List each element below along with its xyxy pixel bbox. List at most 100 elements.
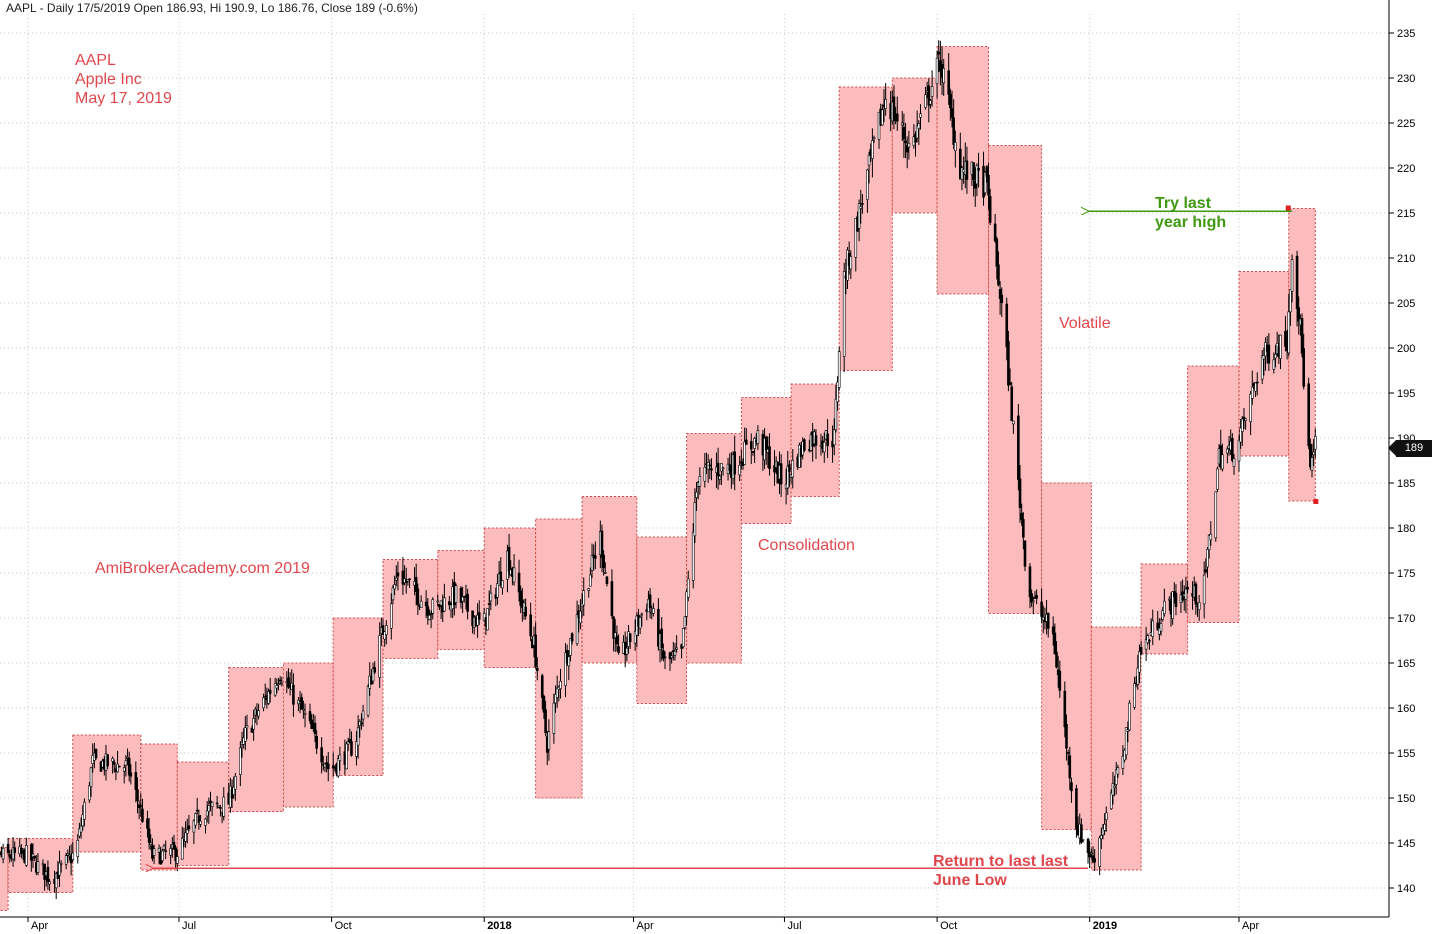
candle-body (1144, 639, 1148, 650)
candle-body (590, 555, 594, 571)
candle-body (1098, 837, 1101, 867)
candle-body (338, 754, 342, 761)
candle-body (136, 789, 139, 802)
candle-body (482, 612, 486, 622)
candle-body (1023, 540, 1027, 567)
candle-body (1267, 344, 1271, 364)
candle-body (547, 731, 551, 750)
candle-body (1000, 294, 1004, 304)
candle-body (603, 572, 607, 574)
candle-body (617, 646, 620, 653)
candle-body (1124, 727, 1128, 756)
candle-body (773, 465, 776, 473)
range-box (7, 838, 74, 893)
x-tick-label: Apr (31, 920, 48, 932)
candle-body (257, 710, 260, 717)
candle-body (1022, 519, 1025, 538)
candle-body (954, 142, 957, 151)
candle-body (695, 491, 698, 498)
candle-body (59, 863, 63, 865)
candle-body (215, 802, 219, 805)
candle-body (76, 839, 80, 857)
candle-body (756, 430, 760, 444)
candle-body (988, 195, 992, 223)
candle-body (1012, 420, 1015, 425)
y-tick-label: 215 (1397, 208, 1415, 220)
y-tick-label: 200 (1397, 343, 1415, 355)
candle-body (552, 702, 556, 734)
candle-body (877, 111, 881, 140)
candle-body (927, 85, 931, 106)
candle-body (1030, 593, 1033, 603)
candle-body (174, 847, 177, 862)
candle-body (345, 743, 348, 770)
candle-body (1232, 458, 1236, 467)
candle-body (1249, 393, 1252, 422)
candle-body (849, 256, 853, 270)
candle-body (71, 852, 75, 860)
candle-body (924, 94, 927, 108)
candle-body (501, 580, 504, 589)
y-tick-label: 180 (1397, 523, 1415, 535)
candle-body (834, 398, 838, 431)
candle-body (31, 853, 35, 858)
candle-body (134, 772, 138, 790)
candle-body (89, 767, 93, 787)
candle-body (194, 813, 197, 826)
candle-body (64, 855, 68, 865)
candle-body (949, 93, 952, 109)
candle-body (786, 466, 790, 489)
candle-body (204, 818, 207, 826)
candle-body (239, 747, 242, 775)
candle-body (587, 588, 591, 591)
candle-body (1090, 852, 1093, 855)
candle-body (1168, 598, 1171, 601)
range-box (988, 145, 1043, 614)
candle-body (58, 862, 61, 876)
candle-body (487, 603, 491, 605)
candle-body (881, 109, 884, 126)
candle-body (1194, 583, 1198, 605)
range-box (535, 518, 583, 799)
candle-body (1171, 591, 1174, 619)
candle-body (1207, 535, 1211, 550)
y-tick-label: 220 (1397, 163, 1415, 175)
candle-body (81, 814, 85, 827)
candle-body (326, 763, 330, 770)
candle-body (983, 171, 987, 194)
x-tick-label: Oct (335, 920, 352, 932)
candle-body (720, 463, 723, 472)
candle-body (779, 463, 783, 485)
candle-body (439, 600, 443, 606)
candle-body (1104, 812, 1108, 820)
x-tick-label: Oct (940, 920, 957, 932)
candle-body (185, 829, 189, 834)
candle-body (152, 848, 156, 856)
candle-body (383, 631, 386, 640)
candle-body (11, 847, 15, 860)
candle-body (419, 600, 423, 608)
candle-body (1075, 788, 1078, 830)
candle-body (489, 592, 493, 602)
candle-body (814, 435, 818, 446)
candle-body (192, 820, 196, 833)
candle-body (1093, 858, 1096, 863)
candle-body (292, 684, 295, 705)
candle-body (1239, 427, 1242, 443)
candle-body (1244, 418, 1247, 421)
consolidation-label: Consolidation (758, 537, 855, 554)
candle-body (1254, 382, 1257, 392)
candle-body (141, 808, 144, 822)
candle-body (1237, 439, 1241, 462)
candle-body (693, 502, 697, 537)
candle-body (1214, 491, 1218, 539)
watermark-label: AmiBrokerAcademy.com 2019 (95, 560, 310, 577)
candle-body (615, 635, 619, 645)
candle-body (1307, 383, 1310, 446)
candle-body (443, 597, 446, 612)
candle-body (975, 165, 979, 185)
candle-body (54, 873, 58, 889)
candle-body (519, 590, 522, 606)
range-box (838, 86, 893, 371)
candle-body (791, 460, 795, 478)
